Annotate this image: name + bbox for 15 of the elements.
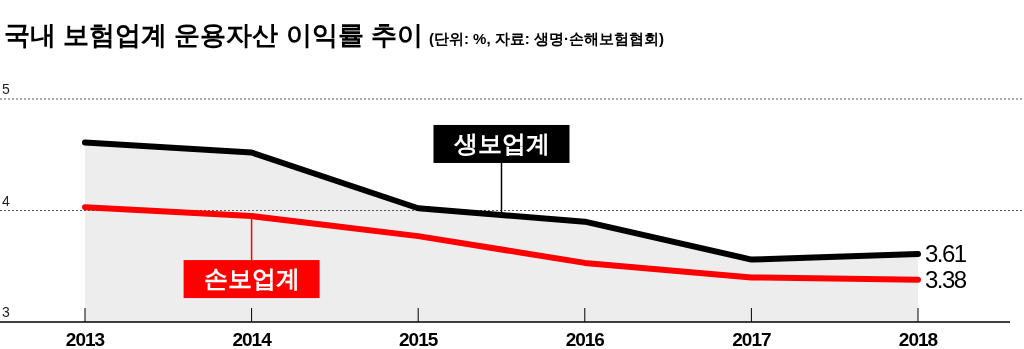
x-tick-label: 2014	[232, 329, 273, 349]
y-tick-label: 5	[2, 81, 10, 97]
x-tick-label: 2016	[565, 329, 605, 349]
text: 생보업계	[452, 129, 550, 157]
y-tick-label: 4	[2, 192, 10, 209]
y-tick-label: 3	[2, 304, 10, 320]
x-tick-label: 2013	[65, 329, 105, 349]
legend-label: 손보업계	[203, 265, 300, 293]
x-tick-label: 2018	[898, 329, 938, 349]
chart-title: 국내 보험업계 운용자산 이익률 추이	[4, 20, 423, 50]
x-tick-label: 2017	[732, 329, 771, 349]
data-label: 3.61	[925, 239, 967, 267]
chart-subtitle: (단위: %, 자료: 생명·손해보험협회)	[428, 30, 664, 47]
x-tick-label: 2015	[399, 329, 439, 349]
data-label: 3.38	[925, 265, 967, 293]
